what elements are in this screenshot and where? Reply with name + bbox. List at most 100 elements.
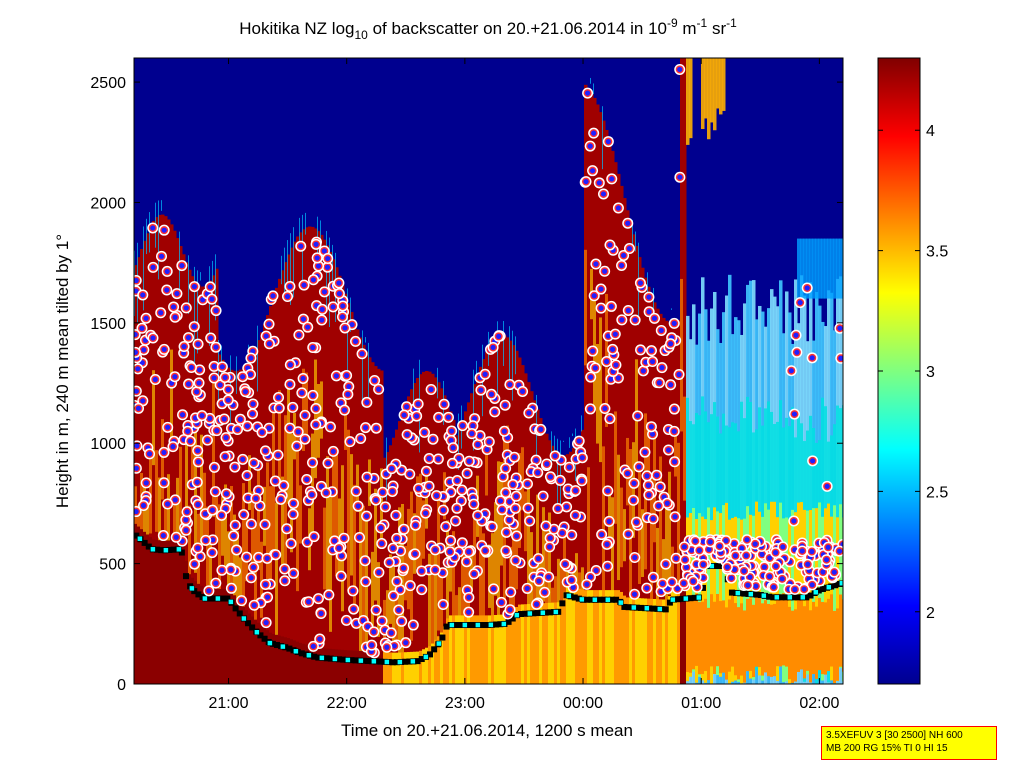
cloud-base-marker-core bbox=[794, 349, 800, 355]
heat-base bbox=[788, 606, 792, 680]
cloud-base-marker-core bbox=[134, 331, 138, 338]
cloud-base-marker-core bbox=[160, 532, 166, 539]
cloud-base-marker-core bbox=[657, 484, 663, 490]
heat-streak bbox=[596, 343, 600, 444]
heat-edge bbox=[563, 440, 564, 442]
cloud-base-marker-core bbox=[651, 315, 658, 322]
heat-edge bbox=[350, 297, 351, 332]
cloud-base-marker-core bbox=[287, 283, 293, 290]
cloud-base-marker-core bbox=[299, 390, 305, 396]
heat-streak bbox=[302, 368, 306, 451]
cloud-base-marker-core bbox=[447, 537, 454, 544]
chart-title: Hokitika NZ log10 of backscatter on 20.+… bbox=[239, 16, 737, 42]
heat-base bbox=[644, 598, 648, 684]
heat-base bbox=[503, 614, 507, 684]
heat-base bbox=[470, 615, 474, 684]
cloud-base-marker-core bbox=[544, 461, 550, 467]
settings-infobox: 3.5XEFUV 3 [30 2500] NH 600 MB 200 RG 15… bbox=[821, 726, 997, 760]
mixing-layer-marker bbox=[468, 622, 475, 629]
mixing-layer-marker-cyan bbox=[384, 659, 390, 665]
cloud-base-marker-core bbox=[140, 398, 146, 404]
heat-base bbox=[215, 588, 219, 684]
cloud-base-marker-core bbox=[228, 585, 235, 591]
mixing-layer-marker bbox=[348, 657, 355, 664]
heat-edge bbox=[143, 226, 144, 311]
cloud-base-marker-core bbox=[503, 548, 509, 554]
x-axis: 21:00 22:00 23:00 00:00 01:00 02:00 bbox=[209, 58, 839, 712]
cloud-base-marker-core bbox=[732, 553, 739, 559]
heat-base bbox=[224, 588, 228, 684]
cloud-base-marker-core bbox=[394, 535, 400, 541]
cloud-base-marker-core bbox=[301, 282, 307, 288]
cloud-base-marker-core bbox=[536, 578, 542, 584]
heat-edge bbox=[218, 340, 219, 406]
mixing-layer-marker bbox=[815, 587, 822, 594]
cloud-base-marker-core bbox=[403, 640, 409, 646]
cloud-base-marker-core bbox=[507, 607, 513, 613]
cloud-base-marker-core bbox=[164, 501, 171, 507]
mixing-layer-marker bbox=[608, 596, 615, 603]
cloud-base-marker-core bbox=[313, 422, 319, 428]
heat-edge bbox=[653, 287, 654, 316]
cloud-base-marker-core bbox=[173, 534, 179, 540]
heat-edge bbox=[602, 106, 603, 170]
cloud-base-marker-core bbox=[792, 586, 798, 592]
x-axis-label: Time on 20.+21.06.2014, 1200 s mean bbox=[341, 721, 633, 740]
heat-base bbox=[719, 601, 723, 674]
heat-cloud bbox=[833, 238, 837, 299]
heat-base bbox=[275, 634, 279, 684]
cloud-base-marker-core bbox=[824, 483, 830, 489]
heat-column bbox=[299, 232, 303, 684]
mixing-layer-marker bbox=[261, 635, 268, 642]
heat-streak bbox=[206, 506, 210, 654]
heat-column bbox=[209, 280, 213, 684]
mixing-layer-marker bbox=[803, 594, 810, 601]
heat-column bbox=[140, 249, 144, 684]
heat-column bbox=[176, 238, 180, 684]
heat-base bbox=[206, 588, 210, 684]
cloud-base-marker-core bbox=[600, 191, 607, 197]
cloud-base-marker-core bbox=[161, 449, 167, 456]
mixing-layer-marker-cyan bbox=[826, 584, 832, 590]
heat-cloud bbox=[812, 238, 816, 299]
cloud-base-marker-core bbox=[194, 389, 200, 395]
cloud-base-marker-core bbox=[604, 541, 610, 547]
cloud-base-marker-core bbox=[407, 471, 413, 477]
heat-base bbox=[332, 649, 336, 684]
mixing-layer-marker bbox=[298, 650, 305, 657]
heat-base bbox=[146, 534, 150, 684]
heat-streak bbox=[401, 503, 405, 659]
heat-low bbox=[716, 511, 720, 676]
cloud-base-marker-core bbox=[300, 316, 306, 322]
heat-streak bbox=[542, 507, 546, 602]
heat-streak bbox=[161, 419, 165, 500]
cloud-base-marker-core bbox=[430, 436, 436, 442]
cloud-base-marker-core bbox=[309, 460, 316, 466]
mixing-layer-marker bbox=[286, 645, 293, 652]
cloud-base-marker-core bbox=[459, 487, 465, 493]
heat-edge bbox=[200, 272, 201, 281]
cloud-base-marker-core bbox=[183, 305, 189, 311]
cloud-base-marker-core bbox=[134, 443, 140, 449]
mixing-layer-marker-cyan bbox=[423, 654, 429, 660]
cloud-base-marker-core bbox=[253, 495, 259, 502]
cloud-base-marker-core bbox=[690, 578, 696, 584]
cloud-base-marker-core bbox=[183, 527, 189, 533]
cloud-base-marker-core bbox=[625, 307, 631, 314]
heat-streak bbox=[683, 396, 687, 501]
heat-base bbox=[359, 650, 363, 684]
heat-streak bbox=[359, 506, 363, 670]
cloud-base-marker-core bbox=[262, 448, 269, 454]
heat-edge bbox=[290, 233, 291, 305]
cloud-base-marker-core bbox=[330, 448, 336, 455]
heat-base bbox=[716, 593, 720, 667]
heat-base bbox=[203, 587, 207, 684]
heat-column bbox=[302, 229, 306, 684]
colorbar-tick-label: 2 bbox=[926, 605, 935, 622]
heat-streak bbox=[650, 477, 654, 601]
heat-base bbox=[752, 604, 756, 678]
cloud-base-marker-core bbox=[143, 315, 149, 321]
cloud-base-marker-core bbox=[403, 404, 410, 410]
mixing-layer-marker bbox=[819, 586, 826, 593]
heat-base bbox=[188, 574, 192, 684]
